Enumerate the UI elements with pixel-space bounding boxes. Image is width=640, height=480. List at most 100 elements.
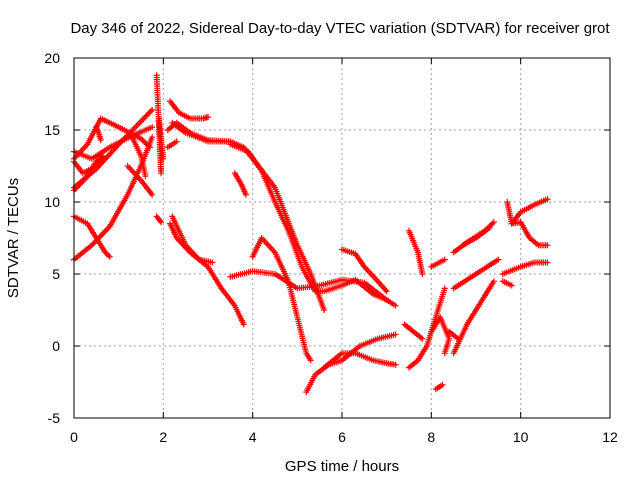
series-track (71, 134, 156, 263)
data-point (489, 220, 496, 227)
series-track (428, 256, 448, 270)
series-track (459, 224, 493, 249)
series-track (167, 98, 211, 122)
data-point (158, 219, 165, 226)
data-point (160, 155, 167, 162)
data-point (173, 138, 180, 145)
y-tick-label: -5 (48, 410, 61, 426)
series-track (450, 256, 502, 292)
series-track (450, 278, 497, 357)
x-tick-label: 4 (249, 429, 257, 445)
data-point (106, 253, 113, 260)
data-point (139, 116, 146, 123)
data-point (144, 111, 151, 118)
data-point (392, 331, 399, 338)
data-point (441, 256, 448, 263)
data-point (544, 196, 551, 203)
data-point (486, 224, 493, 231)
y-tick-label: 0 (52, 338, 60, 354)
x-axis-title: GPS time / hours (285, 458, 399, 475)
data-point (142, 173, 149, 180)
data-point (149, 191, 156, 198)
series-track (164, 138, 180, 151)
data-point (142, 114, 149, 121)
plot-frame (73, 57, 611, 419)
series-track (249, 235, 314, 364)
data-point (490, 278, 497, 285)
y-tick-label: 15 (44, 122, 60, 138)
series-track (164, 119, 234, 145)
series-track (153, 213, 165, 226)
data-point (143, 112, 150, 119)
data-point (455, 335, 462, 342)
data-point (307, 357, 314, 364)
tick-labels: 0 2 4 6 8 10 12 -5 0 5 10 15 20 (44, 50, 618, 445)
x-tick-label: 6 (338, 429, 346, 445)
data-point (441, 350, 448, 357)
data-point (242, 191, 249, 198)
series-track (406, 227, 426, 277)
data-point (209, 259, 216, 266)
y-tick-label: 10 (44, 194, 60, 210)
series-track (508, 196, 551, 227)
series-track (499, 278, 515, 289)
series-track (169, 213, 216, 266)
x-tick-label: 10 (513, 429, 529, 445)
data-point (508, 282, 515, 289)
series-track (71, 213, 113, 260)
series-track (339, 246, 390, 295)
x-tick-label: 8 (427, 429, 435, 445)
x-tick-label: 12 (602, 429, 618, 445)
data-series (71, 72, 551, 396)
data-point (544, 259, 551, 266)
series-track (428, 314, 453, 357)
data-point (205, 114, 211, 121)
series-track (124, 163, 156, 198)
series-track (321, 350, 399, 371)
data-point (544, 242, 551, 249)
y-axis-title: SDTVAR / TECUs (5, 178, 22, 298)
series-track (504, 199, 551, 249)
series-track (227, 141, 399, 309)
grid-lines (74, 58, 610, 418)
data-point (441, 285, 448, 292)
data-point (147, 108, 154, 115)
data-point (146, 109, 153, 116)
series-track (401, 321, 426, 342)
data-point (149, 106, 156, 113)
data-point (149, 134, 156, 141)
data-point (495, 256, 502, 263)
y-tick-label: 5 (52, 266, 60, 282)
series-track (446, 328, 462, 342)
x-tick-label: 0 (70, 429, 78, 445)
data-point (102, 155, 109, 162)
series-track (93, 124, 104, 144)
y-tick-label: 20 (44, 50, 60, 66)
series-track (129, 134, 149, 180)
data-point (383, 288, 390, 295)
series-track (231, 170, 249, 198)
data-point (105, 252, 112, 259)
x-tick-label: 2 (159, 429, 167, 445)
series-track (303, 331, 399, 396)
series-track (227, 268, 390, 303)
data-point (392, 302, 399, 309)
data-point (419, 271, 426, 277)
data-point (321, 307, 328, 313)
data-point (383, 296, 390, 303)
data-point (439, 381, 446, 388)
data-point (140, 115, 147, 122)
data-point (490, 219, 497, 226)
data-point (140, 138, 147, 145)
data-point (149, 124, 156, 131)
data-point (392, 361, 399, 368)
series-track (499, 259, 551, 277)
data-point (419, 335, 426, 342)
series-track (432, 381, 446, 393)
chart-title: Day 346 of 2022, Sidereal Day-to-day VTE… (70, 20, 610, 37)
data-point (240, 321, 247, 328)
data-point (487, 222, 494, 229)
data-point (97, 137, 104, 144)
series-track (153, 72, 167, 177)
